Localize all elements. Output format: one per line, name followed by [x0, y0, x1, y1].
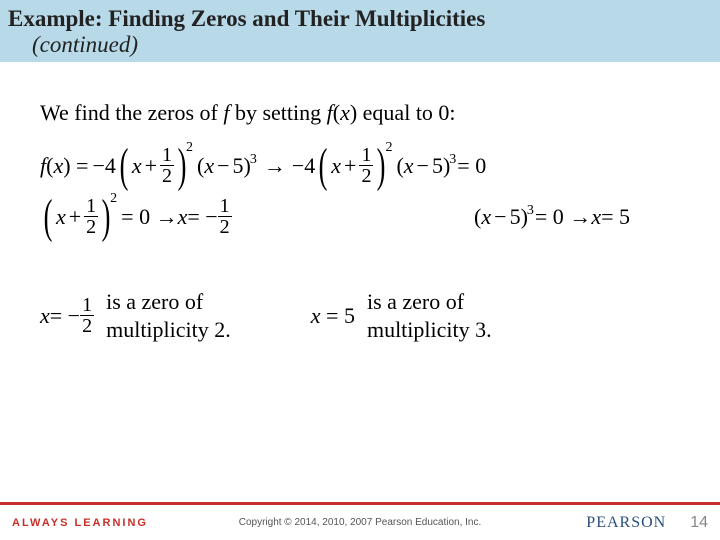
intro-suffix: equal to 0: — [357, 100, 455, 125]
ca-eq: = − — [50, 303, 80, 329]
ca-x: x — [40, 303, 50, 329]
eq1b-pow2: 3 — [449, 152, 456, 168]
title-bar: Example: Finding Zeros and Their Multipl… — [0, 0, 720, 62]
cb-eq: = 5 — [326, 303, 355, 328]
slide-content: We find the zeros of f by setting f(x) e… — [0, 62, 720, 343]
eq2a-mid: = 0 → — [121, 204, 177, 230]
eq1-coef: −4 — [92, 153, 115, 179]
footer-left: ALWAYS LEARNING — [12, 517, 148, 529]
eq2a-rhs-den: 2 — [218, 217, 232, 237]
eq2b: (x−5)3 = 0 → x = 5 — [474, 204, 630, 230]
eq2b-pow: 3 — [527, 203, 534, 219]
cb-x: x — [311, 303, 321, 328]
eq1b-f2-five: 5 — [432, 153, 443, 179]
eq1b-frac-den: 2 — [359, 166, 373, 186]
intro-prefix: We find the zeros of — [40, 100, 223, 125]
ca-text1: is a zero of — [106, 289, 203, 314]
conclusion-b: x = 5 is a zero of multiplicity 3. — [311, 288, 492, 343]
page-number: 14 — [690, 514, 708, 532]
footer: ALWAYS LEARNING Copyright © 2014, 2010, … — [0, 502, 720, 540]
pearson-logo: PEARSON — [586, 514, 666, 532]
ca-text2: multiplicity 2. — [106, 317, 231, 342]
title-subtitle: (continued) — [8, 32, 712, 58]
eq1b-f2-x: x — [404, 153, 414, 179]
eq2a-num: 1 — [84, 196, 98, 217]
eq1b-factor1-x: x — [331, 153, 341, 179]
eq1-coef2: −4 — [292, 153, 315, 179]
eq1b-frac-num: 1 — [359, 145, 373, 166]
eq2a: ( x + 12 ) 2 = 0 → x = − 12 — [40, 195, 232, 238]
eq2a-pow: 2 — [110, 191, 117, 207]
intro-mid: by setting — [229, 100, 326, 125]
eq2b-mid: = 0 → — [535, 204, 591, 230]
eq1-pow2: 3 — [250, 152, 257, 168]
eq1b-f2-minus: − — [417, 153, 429, 179]
eq1-f2-minus: − — [217, 153, 229, 179]
ca-num: 1 — [80, 295, 94, 316]
eq2a-den: 2 — [84, 217, 98, 237]
eq2b-5: 5 — [510, 204, 521, 230]
eq1-f: f — [40, 153, 46, 179]
eq2b-rhs-x: x — [591, 204, 601, 230]
ca-den: 2 — [80, 316, 94, 336]
intro-text: We find the zeros of f by setting f(x) e… — [40, 100, 680, 126]
eq2b-minus: − — [494, 204, 506, 230]
eq1-eqzero: = 0 — [457, 153, 486, 179]
eq1-frac-den: 2 — [160, 166, 174, 186]
title-main: Example: Finding Zeros and Their Multipl… — [8, 6, 712, 32]
eq1-frac-num: 1 — [160, 145, 174, 166]
eq1b-pow1: 2 — [385, 140, 392, 156]
eq1-arrow: → — [264, 153, 286, 179]
intro-fx-x: x — [340, 100, 350, 125]
eq1-x: x — [53, 153, 63, 179]
eq1-factor1-plus: + — [145, 153, 157, 179]
footer-copyright: Copyright © 2014, 2010, 2007 Pearson Edu… — [239, 517, 482, 528]
eq1-f2-five: 5 — [233, 153, 244, 179]
eq1b-factor1: ( x + 12 ) — [315, 144, 389, 187]
eq1-factor1: ( x + 12 ) — [116, 144, 190, 187]
eq2a-plus: + — [69, 204, 81, 230]
eq1-pow1: 2 — [186, 140, 193, 156]
eq2a-rhs-eq: = − — [187, 204, 217, 230]
eq1b-f2-open: ( — [396, 153, 403, 179]
conclusion-a: x = − 12 is a zero of multiplicity 2. — [40, 288, 231, 343]
equation-row-2: ( x + 12 ) 2 = 0 → x = − 12 (x−5)3 = 0 →… — [40, 195, 680, 238]
eq2a-rhs-num: 1 — [218, 196, 232, 217]
eq1-f2-x: x — [204, 153, 214, 179]
eq2a-rhs-x: x — [178, 204, 188, 230]
eq2a-x: x — [56, 204, 66, 230]
cb-text2: multiplicity 3. — [367, 317, 492, 342]
cb-text1: is a zero of — [367, 289, 464, 314]
eq1-factor1-x: x — [132, 153, 142, 179]
equation-row-1: f (x) = −4 ( x + 12 ) 2 (x−5)3 → −4 ( x … — [40, 144, 680, 187]
eq1b-factor1-plus: + — [344, 153, 356, 179]
conclusion-row: x = − 12 is a zero of multiplicity 2. x … — [40, 288, 680, 343]
eq2b-x: x — [481, 204, 491, 230]
intro-fx-f: f — [327, 100, 333, 125]
eq2b-rhs-eq: = 5 — [601, 204, 630, 230]
